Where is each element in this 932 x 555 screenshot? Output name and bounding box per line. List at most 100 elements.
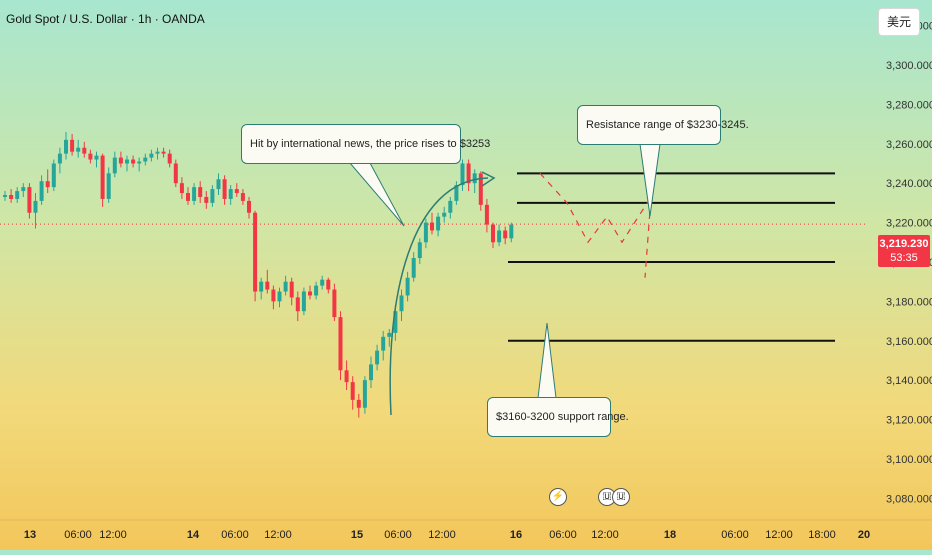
candle[interactable]: [210, 189, 215, 203]
candle[interactable]: [259, 281, 264, 292]
candle[interactable]: [39, 181, 44, 201]
candle[interactable]: [15, 191, 20, 199]
candle[interactable]: [509, 224, 514, 239]
candle[interactable]: [204, 196, 209, 203]
candle[interactable]: [253, 212, 258, 292]
candle[interactable]: [265, 281, 270, 290]
candle[interactable]: [106, 173, 111, 199]
candle[interactable]: [186, 193, 190, 201]
candle[interactable]: [100, 155, 105, 199]
candle[interactable]: [125, 159, 129, 164]
support-callout-pointer: [537, 322, 557, 399]
price-axis[interactable]: [868, 0, 932, 550]
candle[interactable]: [289, 281, 294, 298]
candle[interactable]: [436, 216, 441, 231]
candle[interactable]: [466, 163, 471, 184]
candle[interactable]: [179, 183, 184, 194]
candle[interactable]: [423, 222, 428, 243]
candle[interactable]: [167, 153, 172, 164]
candle[interactable]: [356, 399, 361, 408]
lightning-icon[interactable]: ⚡: [549, 488, 567, 506]
candle[interactable]: [344, 370, 349, 383]
candle[interactable]: [240, 193, 245, 201]
currency-button[interactable]: 美元: [878, 8, 920, 36]
candle[interactable]: [222, 179, 227, 199]
candle[interactable]: [57, 153, 62, 164]
candle[interactable]: [308, 291, 312, 296]
candle[interactable]: [295, 297, 300, 312]
candle[interactable]: [94, 155, 99, 160]
candle[interactable]: [82, 147, 87, 154]
candle[interactable]: [76, 147, 81, 152]
candle[interactable]: [503, 230, 508, 239]
candle[interactable]: [283, 281, 288, 292]
candle[interactable]: [497, 230, 502, 243]
candle[interactable]: [405, 277, 410, 296]
candle[interactable]: [51, 163, 56, 188]
candle[interactable]: [472, 173, 477, 184]
candle[interactable]: [369, 364, 373, 381]
candle[interactable]: [430, 222, 434, 231]
candle[interactable]: [70, 139, 75, 152]
candle[interactable]: [277, 291, 282, 302]
candle[interactable]: [314, 285, 319, 296]
candle[interactable]: [387, 332, 392, 337]
time-tick-label: 12:00: [428, 529, 456, 541]
resistance-callout[interactable]: Resistance range of $3230-3245.: [577, 105, 749, 145]
candle[interactable]: [332, 289, 337, 318]
candle[interactable]: [320, 279, 325, 286]
candle[interactable]: [393, 311, 398, 333]
candle[interactable]: [3, 195, 7, 197]
candle[interactable]: [375, 350, 380, 365]
candle[interactable]: [198, 187, 203, 197]
candle[interactable]: [448, 200, 453, 213]
candle[interactable]: [155, 151, 160, 154]
candle[interactable]: [417, 242, 422, 259]
candle[interactable]: [491, 224, 495, 243]
candle[interactable]: [64, 139, 68, 154]
news-callout[interactable]: Hit by international news, the price ris…: [241, 124, 490, 164]
candle[interactable]: [118, 157, 123, 164]
price-tick-label: 3,140.000: [886, 375, 932, 387]
candle[interactable]: [173, 163, 178, 184]
candle[interactable]: [381, 336, 386, 351]
candle[interactable]: [143, 157, 148, 162]
projection-path[interactable]: [539, 172, 652, 278]
candle[interactable]: [460, 163, 465, 186]
price-tick-label: 3,180.000: [886, 296, 932, 308]
candle[interactable]: [326, 279, 331, 290]
candle[interactable]: [350, 382, 355, 400]
candle[interactable]: [271, 289, 276, 302]
candle[interactable]: [9, 195, 14, 199]
candle[interactable]: [484, 204, 489, 225]
candle[interactable]: [149, 153, 154, 158]
candle[interactable]: [131, 159, 136, 164]
candle[interactable]: [454, 185, 459, 201]
candle[interactable]: [27, 187, 32, 213]
candle[interactable]: [161, 151, 166, 154]
candle[interactable]: [228, 189, 233, 199]
candle[interactable]: [234, 189, 239, 194]
time-tick-label: 06:00: [221, 529, 249, 541]
candle[interactable]: [112, 157, 117, 174]
candle[interactable]: [338, 317, 343, 371]
candle[interactable]: [33, 200, 38, 213]
candle[interactable]: [192, 187, 197, 201]
support-callout[interactable]: $3160-3200 support range.: [487, 397, 629, 437]
candle[interactable]: [137, 161, 142, 164]
candle[interactable]: [442, 212, 447, 217]
candle[interactable]: [88, 153, 93, 160]
candle[interactable]: [301, 291, 306, 312]
candle[interactable]: [45, 181, 50, 188]
candle[interactable]: [399, 295, 404, 312]
candle[interactable]: [478, 173, 483, 205]
candle[interactable]: [362, 380, 367, 408]
candle[interactable]: [247, 200, 251, 213]
candle[interactable]: [411, 258, 416, 278]
candle[interactable]: [21, 187, 26, 192]
rally-arrow[interactable]: [389, 177, 489, 416]
us-flag-icon[interactable]: 🇺: [612, 488, 630, 506]
candle[interactable]: [216, 179, 221, 190]
